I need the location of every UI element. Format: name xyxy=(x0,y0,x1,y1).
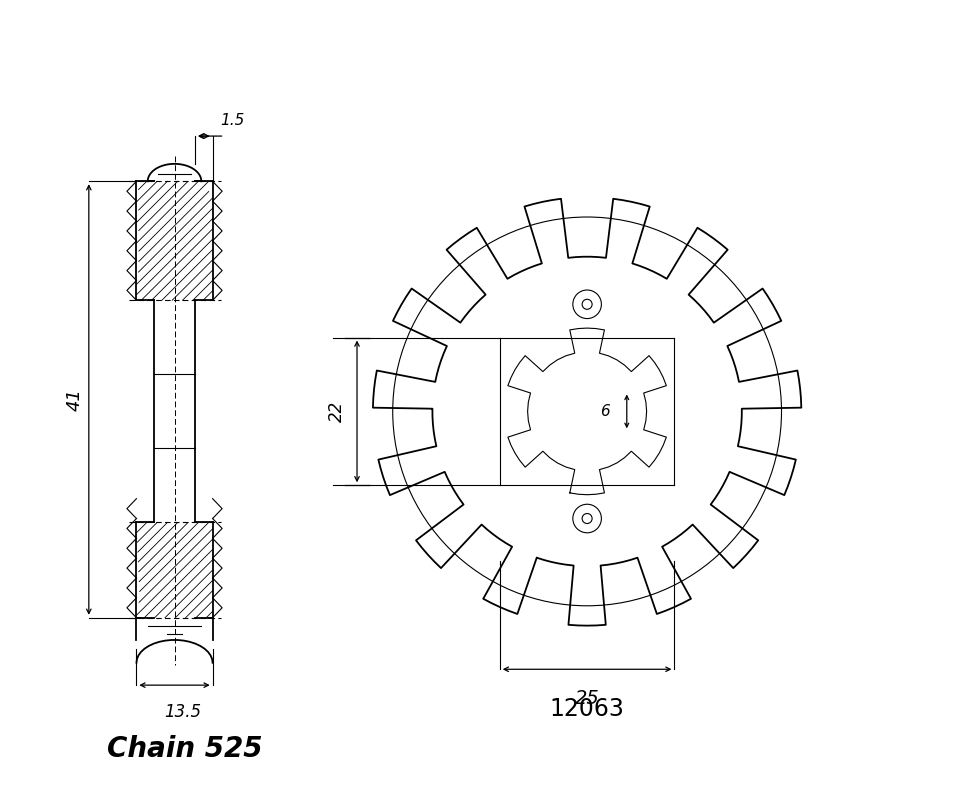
Text: 41: 41 xyxy=(65,388,84,411)
Text: 13.5: 13.5 xyxy=(164,702,201,721)
Text: 1.5: 1.5 xyxy=(221,113,245,128)
Text: 6: 6 xyxy=(600,404,610,419)
Text: 22: 22 xyxy=(328,401,347,422)
Text: Chain 525: Chain 525 xyxy=(108,734,263,762)
Text: 12063: 12063 xyxy=(550,697,625,721)
Text: 25: 25 xyxy=(575,689,599,708)
